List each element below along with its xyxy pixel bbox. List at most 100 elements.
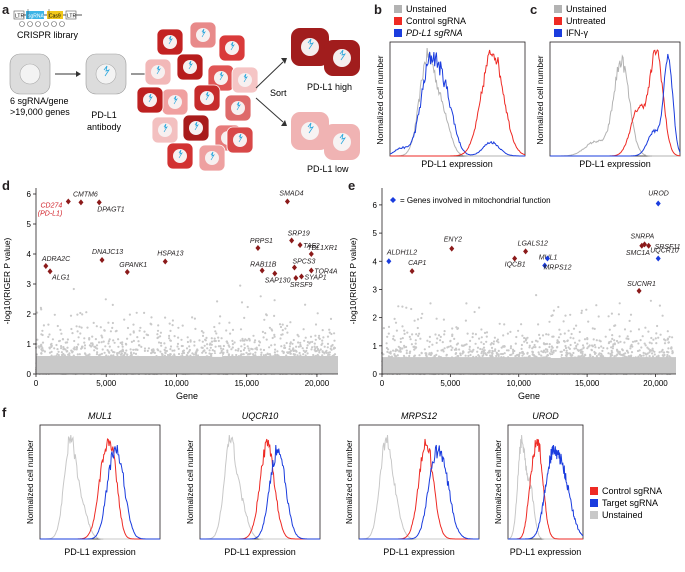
gene-point [594, 346, 597, 349]
gene-point [242, 353, 245, 356]
gene-point [157, 324, 160, 327]
gene-point [229, 332, 232, 335]
gene-point [401, 347, 404, 350]
panel-letter-d: d [2, 178, 10, 193]
gene-point [506, 332, 509, 335]
gene-point [651, 352, 654, 355]
gene-point [288, 345, 291, 348]
gene-point [298, 351, 301, 355]
gene-point [181, 324, 184, 327]
sgrna-glyph [236, 101, 241, 111]
hit-label-smad4: SMAD4 [279, 191, 303, 198]
gene-point [469, 339, 472, 342]
gene-point [62, 346, 65, 349]
gene-point [497, 341, 500, 344]
gene-point [176, 345, 179, 348]
gene-point [240, 345, 243, 348]
gene-point [217, 336, 220, 339]
gene-point [625, 349, 629, 352]
gene-point [385, 346, 388, 350]
legend-unstained: Unstained [406, 4, 447, 14]
gene-point [643, 342, 646, 345]
panel-c-histogram: Unstained Untreated IFN-γ Normalized cel… [535, 4, 681, 169]
gene-point [310, 348, 313, 351]
gene-point [435, 341, 438, 344]
gene-point [270, 344, 273, 347]
gene-point [237, 347, 240, 350]
gene-point [397, 305, 400, 308]
gene-point [208, 352, 211, 355]
gene-point [243, 343, 246, 346]
gene-point [418, 354, 421, 357]
hit-label-dpagt1: DPAGT1 [97, 206, 125, 213]
gene-point [327, 353, 330, 356]
gene-point [107, 342, 110, 345]
gene-point [205, 336, 208, 339]
gene-point [591, 345, 594, 348]
gene-point [647, 330, 650, 333]
gene-point [107, 321, 110, 324]
gene-point [611, 347, 614, 350]
gene-point [564, 344, 567, 348]
gene-point [258, 340, 261, 343]
gene-point [88, 344, 91, 347]
gene-point [653, 353, 656, 356]
cell-initial [9, 53, 51, 95]
gene-point [156, 333, 159, 336]
gene-point [304, 351, 307, 354]
gene-point [611, 345, 615, 348]
gene-point [409, 338, 412, 341]
gene-point [116, 353, 119, 356]
gene-point [291, 348, 294, 351]
gene-point [241, 337, 244, 340]
gene-point [159, 335, 162, 338]
gene-point [287, 351, 290, 354]
gene-point [283, 344, 286, 347]
gene-point [231, 354, 234, 357]
gene-point [464, 319, 467, 322]
hit-point-srp19 [289, 237, 295, 244]
gene-point [644, 344, 647, 347]
gene-point [648, 355, 651, 358]
gene-point [274, 353, 277, 356]
gene-point [51, 338, 55, 341]
gene-point [546, 350, 549, 353]
gene-point [228, 321, 231, 324]
gene-point [294, 353, 297, 356]
gene-point [570, 332, 573, 336]
gene-point [459, 352, 462, 355]
gene-point [330, 332, 333, 336]
gene-point [129, 333, 132, 336]
gene-point [80, 326, 83, 329]
gene-point [554, 349, 557, 352]
gene-point [83, 347, 86, 350]
gene-point [79, 332, 82, 335]
gene-point [663, 351, 666, 354]
gene-point [48, 351, 52, 354]
gene-point [540, 354, 543, 357]
gene-point [545, 342, 549, 345]
hit-label-sap130: SAP130 [265, 278, 291, 285]
gene-point [206, 347, 209, 350]
gene-point [239, 339, 242, 342]
gene-point [488, 351, 491, 354]
gene-point [321, 329, 324, 332]
gene-point [661, 314, 664, 317]
gene-point [567, 329, 570, 332]
gene-point [226, 342, 229, 345]
gene-point [132, 339, 135, 342]
gene-point [657, 336, 660, 339]
gene-point [313, 342, 316, 345]
gene-point [103, 329, 106, 332]
hit-point-alg1 [47, 268, 53, 275]
gene-point [495, 340, 498, 343]
gene-point [411, 333, 414, 336]
gene-point [83, 337, 86, 340]
gene-point [101, 348, 104, 351]
gene-point [538, 333, 541, 336]
gene-point [299, 341, 302, 344]
hit-label-spcs3: SPCS3 [292, 259, 315, 266]
gene-point [649, 349, 652, 352]
gene-point [181, 344, 184, 348]
gene-point [657, 354, 660, 357]
